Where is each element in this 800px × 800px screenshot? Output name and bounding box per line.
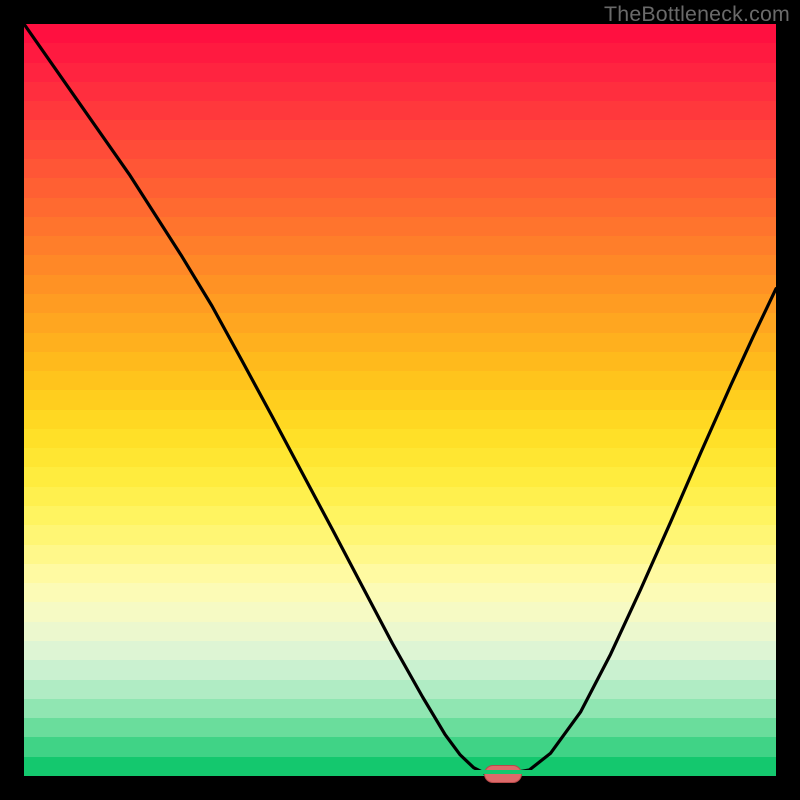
baseline	[24, 770, 776, 774]
bottleneck-chart: TheBottleneck.com	[0, 0, 800, 800]
bottleneck-curve	[24, 24, 776, 776]
plot-area	[24, 24, 776, 776]
